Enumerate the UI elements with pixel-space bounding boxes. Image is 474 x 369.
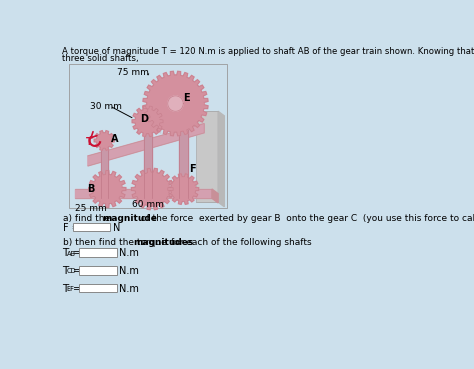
Circle shape	[147, 75, 204, 132]
Circle shape	[135, 109, 160, 134]
FancyBboxPatch shape	[80, 284, 117, 292]
Text: T: T	[63, 266, 69, 276]
Text: CD: CD	[67, 268, 76, 274]
Polygon shape	[88, 124, 204, 166]
Text: B: B	[87, 184, 94, 194]
Text: magnitudes: magnitudes	[133, 238, 193, 247]
Text: =: =	[73, 248, 82, 258]
Text: D: D	[140, 114, 148, 124]
Text: F: F	[189, 163, 195, 174]
Text: magnitude: magnitude	[102, 214, 157, 223]
Text: 25 mm: 25 mm	[75, 204, 107, 213]
Text: T: T	[63, 248, 69, 258]
Text: E: E	[183, 93, 190, 103]
Ellipse shape	[101, 139, 108, 142]
Text: 30 mm: 30 mm	[90, 102, 122, 111]
Polygon shape	[218, 111, 224, 207]
FancyBboxPatch shape	[73, 223, 110, 231]
Text: of the force  exerted by gear B  onto the gear C  (you use this force to calcula: of the force exerted by gear B onto the …	[137, 214, 474, 223]
Polygon shape	[75, 189, 212, 198]
Polygon shape	[132, 106, 163, 137]
Circle shape	[135, 172, 169, 206]
Polygon shape	[212, 189, 218, 203]
Circle shape	[168, 96, 183, 111]
Text: AB: AB	[67, 251, 76, 257]
Text: for each of the following shafts: for each of the following shafts	[168, 238, 311, 247]
Text: 60 mm: 60 mm	[132, 200, 164, 209]
Text: =: =	[73, 266, 82, 276]
Polygon shape	[89, 170, 126, 207]
Text: EF: EF	[67, 286, 74, 292]
Circle shape	[96, 133, 112, 148]
Text: T: T	[86, 137, 93, 148]
Text: 75 mm: 75 mm	[118, 68, 149, 77]
Text: N.m: N.m	[119, 284, 139, 294]
Text: a) find the: a) find the	[63, 214, 113, 223]
Text: T: T	[63, 284, 69, 294]
Ellipse shape	[179, 112, 188, 115]
Text: b) then find the torque: b) then find the torque	[63, 238, 170, 247]
Text: N.m: N.m	[119, 266, 139, 276]
Ellipse shape	[144, 112, 152, 115]
Polygon shape	[168, 174, 199, 204]
Text: N: N	[113, 223, 121, 233]
Polygon shape	[143, 71, 208, 136]
Text: N.m: N.m	[119, 248, 139, 258]
FancyBboxPatch shape	[80, 248, 117, 257]
Text: A: A	[111, 134, 118, 144]
Circle shape	[171, 177, 196, 201]
Polygon shape	[131, 168, 173, 210]
Text: A torque of magnitude T = 120 N.m is applied to shaft AB of the gear train shown: A torque of magnitude T = 120 N.m is app…	[63, 47, 474, 56]
Circle shape	[92, 175, 122, 204]
FancyBboxPatch shape	[80, 266, 117, 275]
Polygon shape	[94, 131, 114, 150]
Text: F =: F =	[63, 223, 80, 233]
FancyBboxPatch shape	[69, 63, 228, 208]
FancyBboxPatch shape	[196, 111, 218, 202]
Text: three solid shafts,: three solid shafts,	[63, 54, 139, 63]
Text: =: =	[73, 284, 82, 294]
